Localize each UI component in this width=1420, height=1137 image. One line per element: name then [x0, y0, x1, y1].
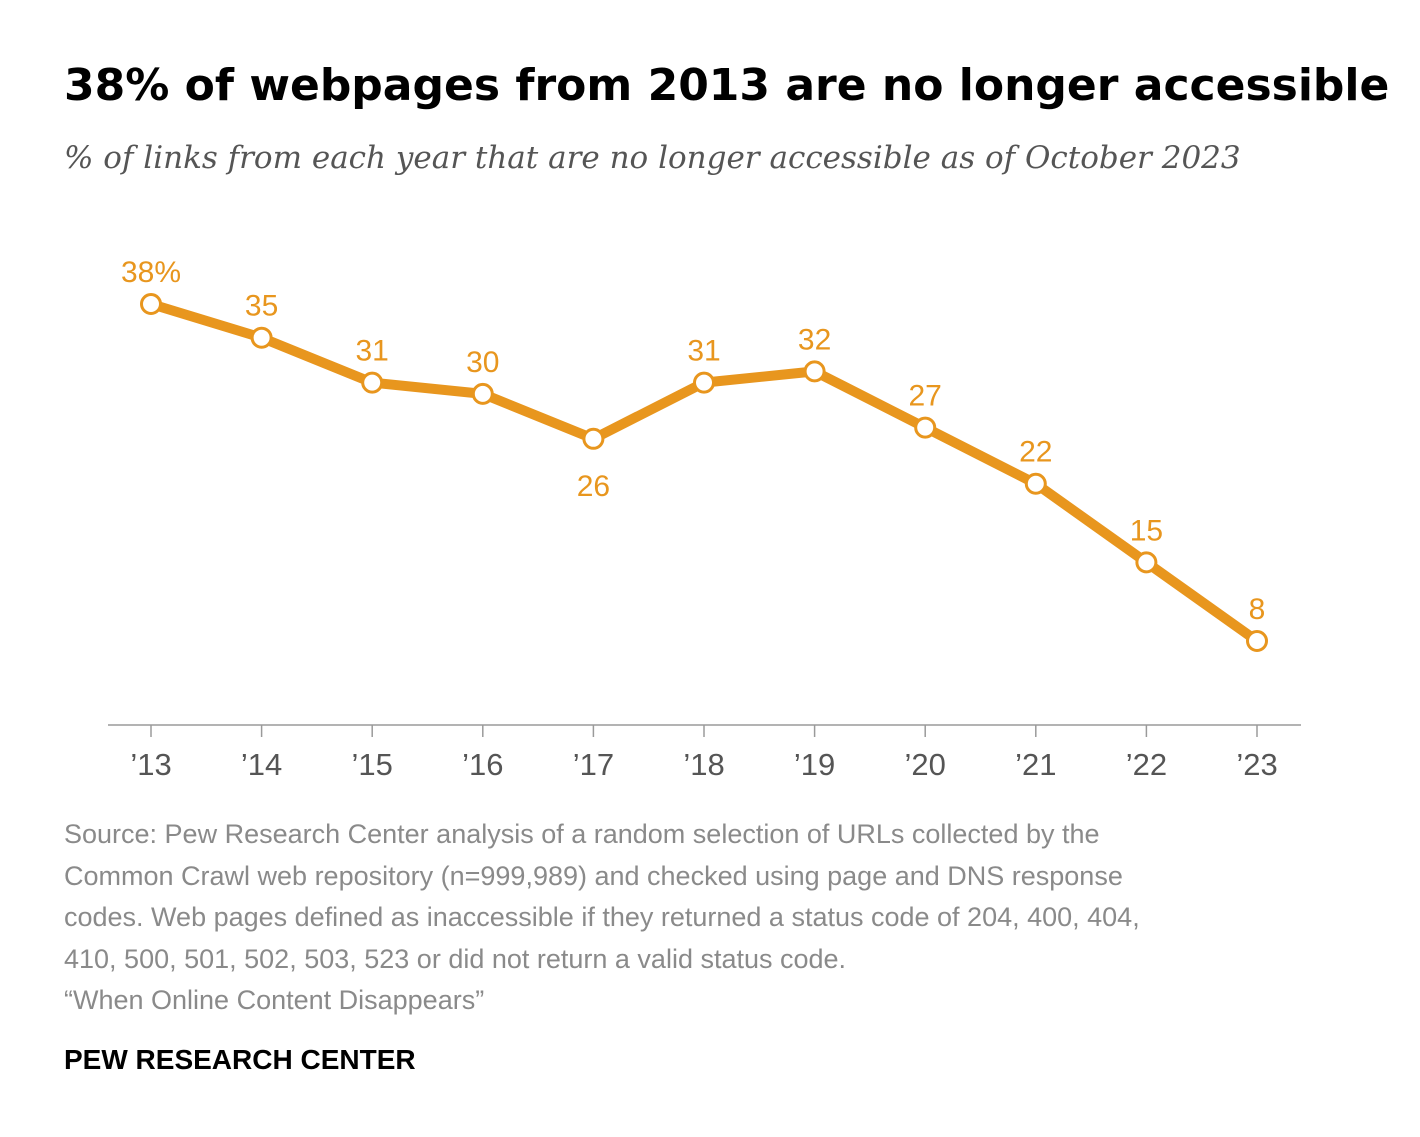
data-label: 30 [466, 346, 499, 379]
data-point-marker [803, 360, 826, 383]
chart-subtitle: % of links from each year that are no lo… [64, 140, 1241, 176]
x-tick-label: ’23 [1236, 747, 1277, 782]
data-point-marker [140, 293, 162, 315]
chart-title: 38% of webpages from 2013 are no longer … [64, 60, 1390, 111]
data-label: 15 [1130, 514, 1163, 547]
x-tick-label: ’16 [462, 747, 503, 782]
x-tick-label: ’17 [573, 747, 614, 782]
data-point-marker [1135, 551, 1158, 574]
data-point-marker [693, 371, 715, 394]
x-tick-label: ’21 [1015, 747, 1056, 782]
data-point-marker [250, 326, 273, 349]
source-line: Source: Pew Research Center analysis of … [64, 819, 1100, 849]
x-tick-label: ’15 [352, 747, 393, 782]
brand-logo-text: PEW RESEARCH CENTER [64, 1044, 416, 1075]
data-point-marker [1024, 472, 1047, 495]
data-label: 35 [245, 290, 278, 323]
data-label: 38% [121, 256, 181, 289]
data-label: 26 [577, 470, 610, 503]
x-tick-label: ’20 [905, 747, 946, 782]
x-tick-label: ’13 [130, 747, 171, 782]
line-chart: ’13 ’14 ’15 ’16 ’17 ’18 ’19 ’20 ’21 ’22 ’23 38% 35 31… [108, 256, 1301, 782]
data-label: 32 [798, 323, 831, 356]
data-label: 27 [909, 380, 942, 413]
report-title: “When Online Content Disappears” [64, 985, 485, 1015]
source-line: 410, 500, 501, 502, 503, 523 or did not … [64, 943, 847, 974]
source-note: Source: Pew Research Center analysis of … [64, 814, 1364, 1022]
source-line: Common Crawl web repository (n=999,989) … [64, 860, 1123, 891]
x-tick-label: ’18 [683, 747, 724, 782]
x-tick-label: ’19 [794, 747, 835, 782]
data-label: 31 [687, 335, 720, 368]
x-tick-label: ’22 [1126, 747, 1167, 782]
data-point-marker [1246, 630, 1268, 652]
data-point-marker [914, 416, 937, 439]
x-tick-label: ’14 [241, 747, 282, 782]
data-point-marker [582, 427, 605, 450]
data-label: 8 [1249, 593, 1266, 626]
source-line: codes. Web pages defined as inaccessible… [64, 902, 1140, 932]
data-label: 31 [356, 335, 389, 368]
data-point-marker [361, 371, 384, 394]
data-label: 22 [1019, 436, 1052, 469]
data-point-marker [471, 382, 494, 405]
